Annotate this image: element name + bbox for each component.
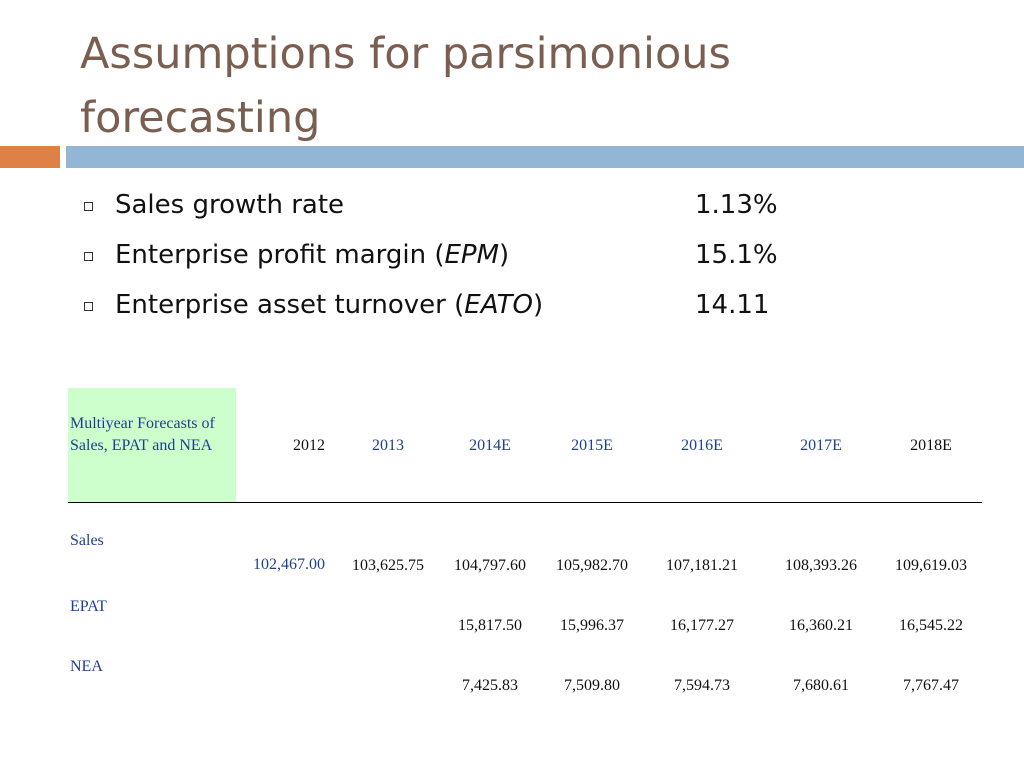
slide-title-line-2: forecasting xyxy=(80,93,321,143)
table-cell: 7,594.73 xyxy=(674,677,730,694)
year-header-2015e: 2015E xyxy=(571,437,613,454)
year-header-2017e: 2017E xyxy=(800,437,842,454)
table-cell: 109,619.03 xyxy=(895,557,967,574)
table-cell: 16,177.27 xyxy=(670,617,734,634)
table-cell: 107,181.21 xyxy=(666,557,738,574)
table-cell: 103,625.75 xyxy=(352,557,424,574)
assumption-label: Enterprise profit margin (EPM) xyxy=(115,240,510,270)
year-header-2018e: 2018E xyxy=(910,437,952,454)
slide-title-line-1: Assumptions for parsimonious xyxy=(80,29,731,79)
table-cell: 16,360.21 xyxy=(789,617,853,634)
table-header-label: Multiyear Forecasts of Sales, EPAT and N… xyxy=(68,388,236,502)
year-header-2014e: 2014E xyxy=(469,437,511,454)
assumption-item-sales-growth: Sales growth rate 1.13% xyxy=(80,186,980,236)
assumption-label: Enterprise asset turnover (EATO) xyxy=(115,290,544,320)
table-cell: 7,680.61 xyxy=(793,677,849,694)
slide-title: Assumptions for parsimonious forecasting xyxy=(80,22,980,150)
table-cell: 7,767.47 xyxy=(903,677,959,694)
accent-band-blue xyxy=(66,146,1024,168)
table-cell: 7,425.83 xyxy=(462,677,518,694)
assumption-item-eato: Enterprise asset turnover (EATO) 14.11 xyxy=(80,286,980,336)
table-divider xyxy=(68,502,982,503)
table-cell: 7,509.80 xyxy=(564,677,620,694)
table-cell: 16,545.22 xyxy=(899,617,963,634)
table-cell: 105,982.70 xyxy=(556,557,628,574)
assumption-list: Sales growth rate 1.13% Enterprise profi… xyxy=(80,186,980,336)
year-header-2013: 2013 xyxy=(372,437,404,454)
accent-band-orange xyxy=(0,146,60,168)
table-cell: 15,996.37 xyxy=(560,617,624,634)
assumption-value: 14.11 xyxy=(695,290,770,320)
forecast-table: Multiyear Forecasts of Sales, EPAT and N… xyxy=(68,388,982,718)
assumption-value: 1.13% xyxy=(695,190,778,220)
row-label-nea: NEA xyxy=(70,658,103,675)
assumption-value: 15.1% xyxy=(695,240,778,270)
year-header-2016e: 2016E xyxy=(681,437,723,454)
square-bullet-icon xyxy=(84,252,93,261)
row-label-epat: EPAT xyxy=(70,598,107,615)
square-bullet-icon xyxy=(84,302,93,311)
assumption-item-epm: Enterprise profit margin (EPM) 15.1% xyxy=(80,236,980,286)
assumption-label: Sales growth rate xyxy=(115,190,345,220)
year-header-2012: 2012 xyxy=(293,437,325,454)
square-bullet-icon xyxy=(84,202,93,211)
table-cell: 108,393.26 xyxy=(785,557,857,574)
row-label-sales: Sales xyxy=(70,532,104,549)
table-cell: 102,467.00 xyxy=(253,556,325,573)
table-cell: 104,797.60 xyxy=(454,557,526,574)
table-cell: 15,817.50 xyxy=(458,617,522,634)
